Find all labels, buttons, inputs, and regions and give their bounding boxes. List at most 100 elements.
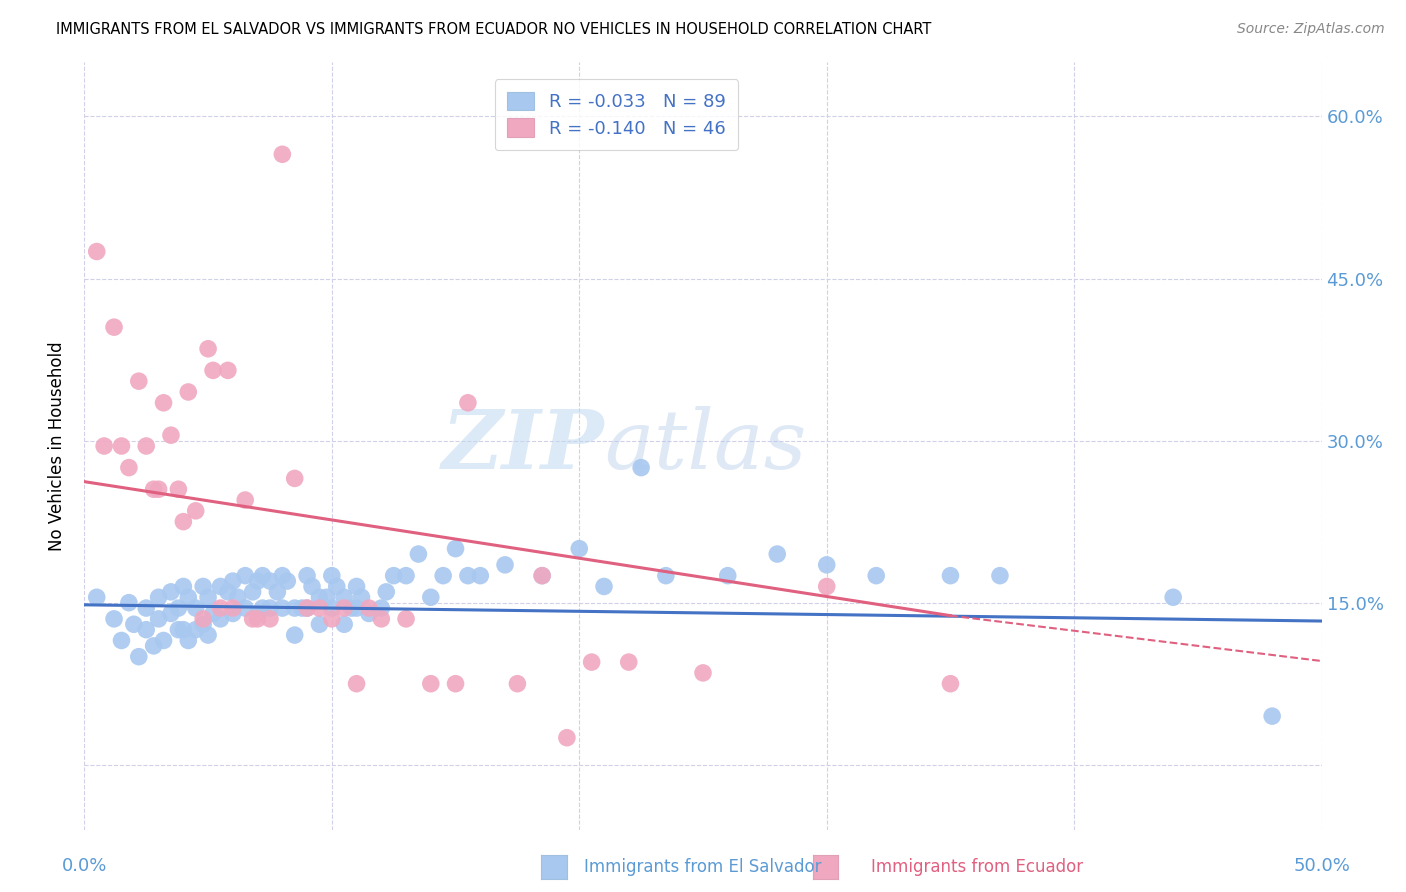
Point xyxy=(172,515,194,529)
Point xyxy=(815,558,838,572)
Point xyxy=(326,579,349,593)
Point xyxy=(939,676,962,690)
Point xyxy=(233,568,256,582)
Point xyxy=(191,612,214,626)
Point xyxy=(444,676,467,690)
Point xyxy=(717,568,740,582)
Point xyxy=(118,596,141,610)
Point xyxy=(333,617,356,632)
Point xyxy=(222,574,245,588)
Point xyxy=(395,612,418,626)
Point xyxy=(172,579,194,593)
Point xyxy=(494,558,516,572)
Point xyxy=(432,568,454,582)
Point xyxy=(865,568,887,582)
Point xyxy=(531,568,554,582)
Point xyxy=(209,601,232,615)
Point xyxy=(419,676,441,690)
Point xyxy=(301,579,323,593)
Point xyxy=(128,649,150,664)
Point xyxy=(135,623,157,637)
Point xyxy=(617,655,640,669)
Point xyxy=(259,574,281,588)
Point xyxy=(568,541,591,556)
Point xyxy=(103,320,125,334)
Point xyxy=(357,607,380,621)
Point xyxy=(226,591,249,605)
Point xyxy=(242,612,264,626)
Point xyxy=(148,612,170,626)
Point xyxy=(202,363,225,377)
Point xyxy=(1161,591,1184,605)
Point xyxy=(172,623,194,637)
Point xyxy=(284,471,307,485)
Point xyxy=(160,607,183,621)
Point xyxy=(315,591,337,605)
Point xyxy=(308,601,330,615)
Point xyxy=(291,601,314,615)
Point xyxy=(167,482,190,496)
Point xyxy=(655,568,678,582)
Point xyxy=(333,591,356,605)
Point xyxy=(191,617,214,632)
Point xyxy=(375,585,398,599)
Point xyxy=(340,601,363,615)
Point xyxy=(346,601,368,615)
Legend: R = -0.033   N = 89, R = -0.140   N = 46: R = -0.033 N = 89, R = -0.140 N = 46 xyxy=(495,79,738,151)
Point xyxy=(766,547,789,561)
Point xyxy=(295,568,318,582)
Point xyxy=(815,579,838,593)
Point xyxy=(259,612,281,626)
Point xyxy=(233,493,256,508)
Point xyxy=(252,568,274,582)
Point xyxy=(184,601,207,615)
Point xyxy=(246,612,269,626)
Text: Source: ZipAtlas.com: Source: ZipAtlas.com xyxy=(1237,22,1385,37)
Point xyxy=(160,585,183,599)
Point xyxy=(177,633,200,648)
Point xyxy=(939,568,962,582)
Point xyxy=(295,601,318,615)
Point xyxy=(110,633,132,648)
Text: atlas: atlas xyxy=(605,406,807,486)
Point xyxy=(357,601,380,615)
Point xyxy=(122,617,145,632)
Point xyxy=(152,633,174,648)
Point xyxy=(321,601,343,615)
Point xyxy=(444,541,467,556)
Point xyxy=(222,607,245,621)
Text: IMMIGRANTS FROM EL SALVADOR VS IMMIGRANTS FROM ECUADOR NO VEHICLES IN HOUSEHOLD : IMMIGRANTS FROM EL SALVADOR VS IMMIGRANT… xyxy=(56,22,932,37)
Point xyxy=(284,628,307,642)
Point xyxy=(184,623,207,637)
Point xyxy=(197,591,219,605)
Text: Immigrants from El Salvador: Immigrants from El Salvador xyxy=(585,858,821,876)
Point xyxy=(370,601,392,615)
Point xyxy=(110,439,132,453)
Point xyxy=(395,568,418,582)
Point xyxy=(308,591,330,605)
Point xyxy=(1261,709,1284,723)
Point xyxy=(191,579,214,593)
Point xyxy=(988,568,1011,582)
Point xyxy=(308,617,330,632)
Text: Immigrants from Ecuador: Immigrants from Ecuador xyxy=(872,858,1083,876)
Point xyxy=(118,460,141,475)
Point xyxy=(321,612,343,626)
Y-axis label: No Vehicles in Household: No Vehicles in Household xyxy=(48,341,66,551)
Point xyxy=(346,676,368,690)
Point xyxy=(506,676,529,690)
Point xyxy=(128,374,150,388)
Point xyxy=(630,460,652,475)
Point xyxy=(103,612,125,626)
Point xyxy=(382,568,405,582)
Point xyxy=(160,428,183,442)
Point xyxy=(252,601,274,615)
Point xyxy=(271,568,294,582)
Point xyxy=(531,568,554,582)
Point xyxy=(209,612,232,626)
Point xyxy=(197,342,219,356)
Point xyxy=(370,612,392,626)
Point xyxy=(222,601,245,615)
Point xyxy=(148,591,170,605)
Point xyxy=(271,601,294,615)
